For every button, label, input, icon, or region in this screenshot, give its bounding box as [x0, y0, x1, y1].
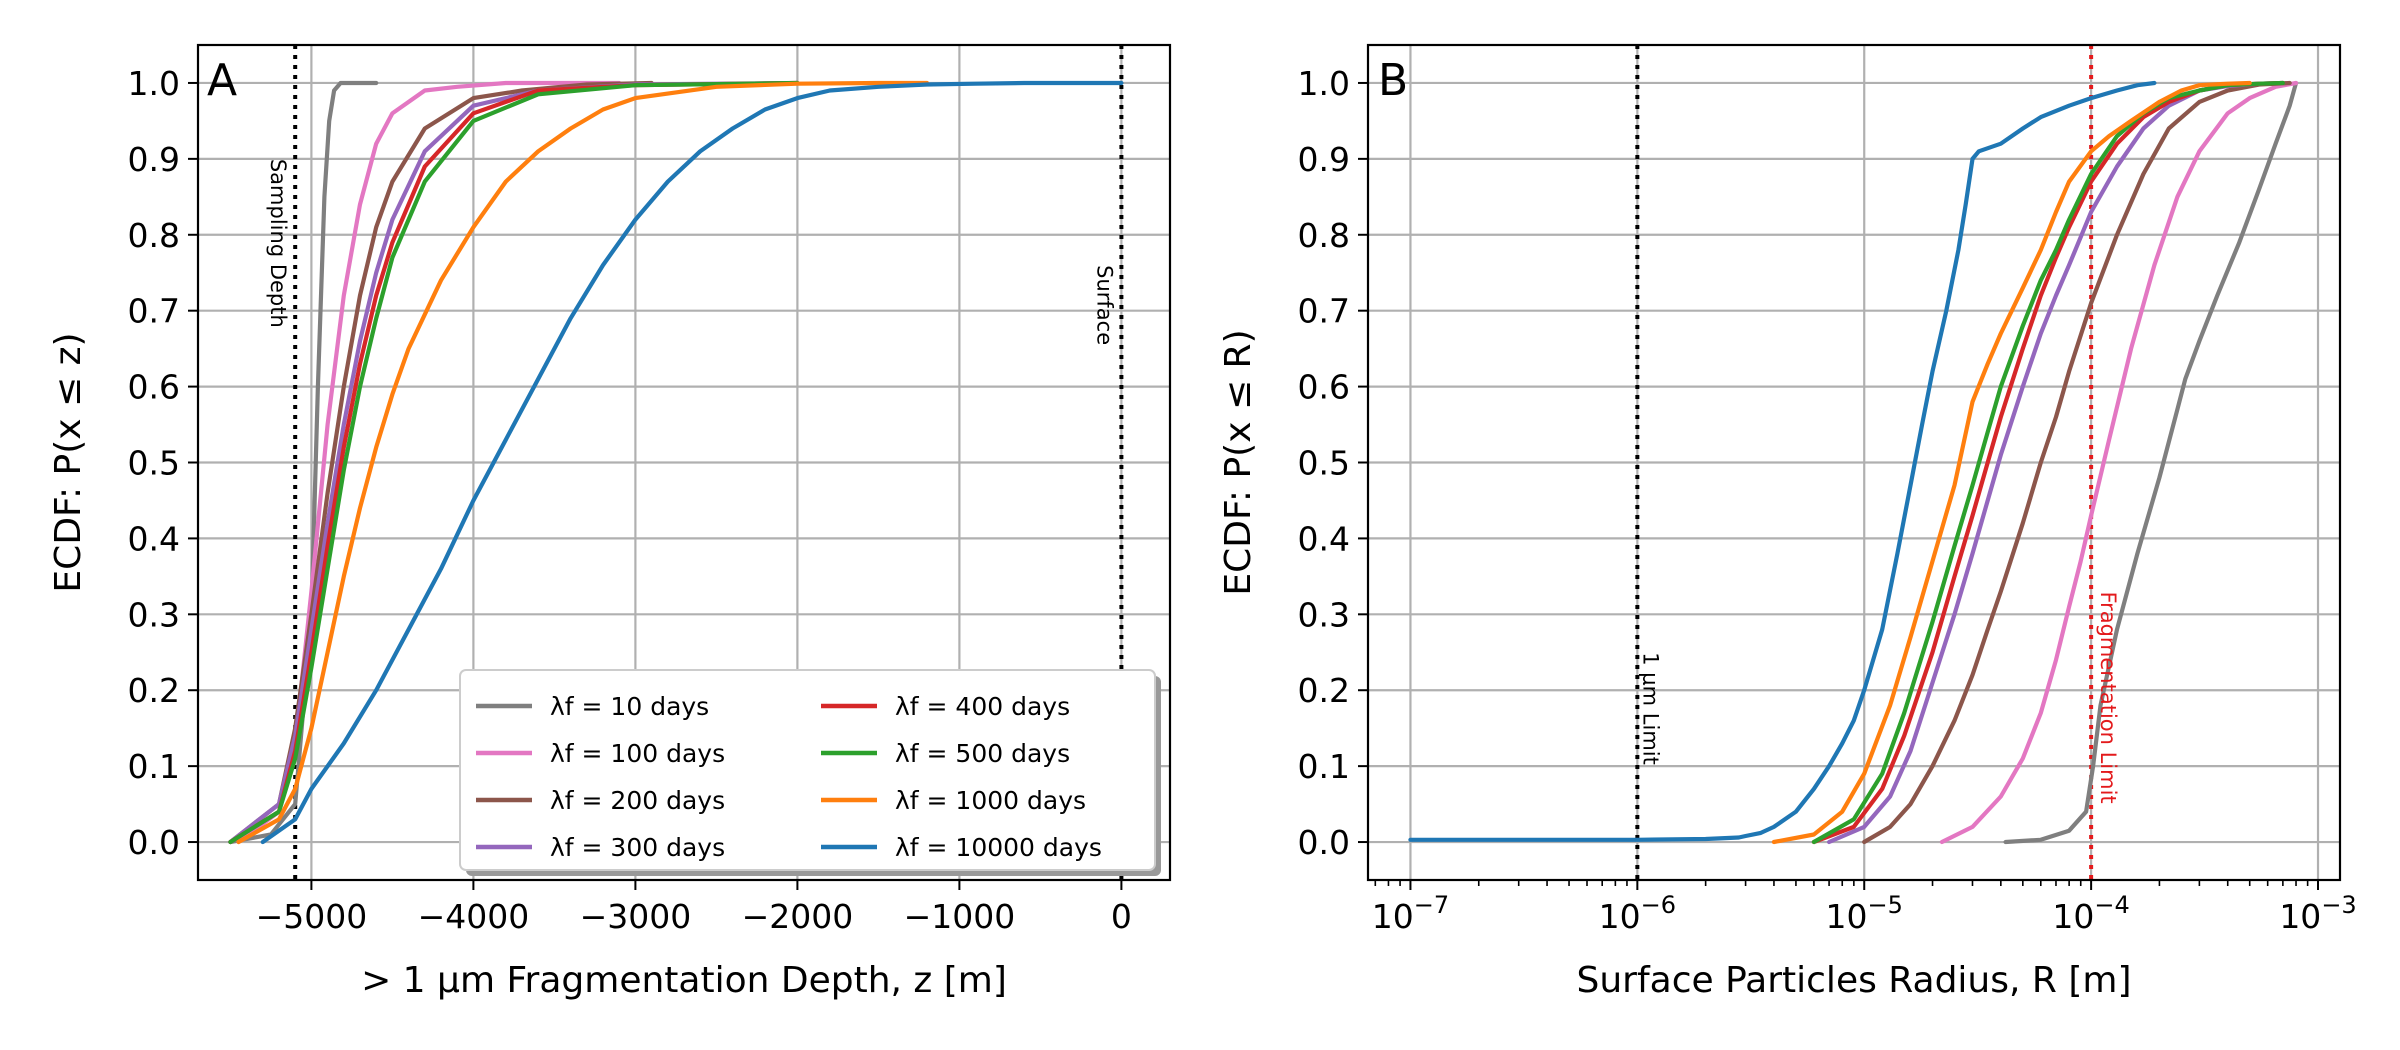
y-tick-label: 0.7 — [128, 292, 180, 331]
series-line — [1771, 80, 2252, 845]
y-tick-label: 0.1 — [1298, 747, 1350, 786]
grid — [1368, 45, 2340, 880]
x-tick-label: −1000 — [904, 897, 1016, 936]
y-tick-label: 0.9 — [128, 140, 180, 179]
series-line — [1862, 80, 2292, 845]
y-tick-label: 0.4 — [1298, 519, 1350, 558]
legend-label: λf = 1000 days — [895, 786, 1086, 815]
legend-item: λf = 300 days — [476, 833, 725, 862]
legend-label: λf = 10 days — [550, 692, 709, 721]
y-tick-label: 1.0 — [128, 64, 180, 103]
series-line — [236, 80, 930, 845]
y-tick-label: 0.6 — [128, 368, 180, 407]
x-tick-label: −3000 — [580, 897, 692, 936]
x-tick-label: 0 — [1111, 897, 1132, 936]
x-axis-label: Surface Particles Radius, R [m] — [1576, 960, 2131, 1001]
x-axis-label: > 1 μm Fragmentation Depth, z [m] — [361, 960, 1007, 1001]
x-tick-label: −5000 — [256, 897, 368, 936]
reference-line-label: Sampling Depth — [266, 159, 290, 328]
series-group — [228, 80, 1124, 845]
y-tick-label: 0.5 — [128, 444, 180, 483]
legend-label: λf = 300 days — [550, 833, 725, 862]
legend-box — [459, 669, 1156, 871]
y-tick-label: 0.0 — [1298, 823, 1350, 862]
y-tick-label: 0.8 — [1298, 216, 1350, 255]
y-tick-label: 0.7 — [1298, 292, 1350, 331]
legend-item: λf = 400 days — [821, 692, 1070, 721]
legend-label: λf = 10000 days — [895, 833, 1102, 862]
series-line — [2003, 80, 2299, 845]
y-tick-label: 0.5 — [1298, 444, 1350, 483]
panel-label: B — [1378, 55, 1408, 106]
y-tick-label: 0.2 — [1298, 671, 1350, 710]
series-line — [1811, 80, 2285, 845]
y-tick-label: 0.3 — [128, 595, 180, 634]
y-tick-label: 0.6 — [1298, 368, 1350, 407]
x-tick-label: −2000 — [742, 897, 854, 936]
legend-item: λf = 1000 days — [821, 786, 1086, 815]
y-tick-label: 1.0 — [1298, 64, 1350, 103]
y-tick-label: 0.2 — [128, 671, 180, 710]
y-tick-label: 0.8 — [128, 216, 180, 255]
legend-item: λf = 500 days — [821, 739, 1070, 768]
reference-line-label: Fragmentation Limit — [2096, 592, 2120, 804]
y-tick-label: 0.9 — [1298, 140, 1350, 179]
x-tick-label: −4000 — [418, 897, 530, 936]
y-axis-label: ECDF: P(x ≤ R) — [1218, 329, 1259, 595]
x-tick-label: 10−6 — [1599, 891, 1676, 936]
legend-label: λf = 100 days — [550, 739, 725, 768]
legend-label: λf = 200 days — [550, 786, 725, 815]
panel-label: A — [207, 55, 237, 106]
y-tick-label: 0.4 — [128, 519, 180, 558]
reference-line-label: Surface — [1092, 265, 1116, 345]
legend-label: λf = 500 days — [895, 739, 1070, 768]
x-tick-label: 10−7 — [1372, 891, 1449, 936]
reference-line-label: 1 μm Limit — [1638, 652, 1662, 765]
series-group — [1408, 80, 2299, 845]
series-line — [1408, 80, 2157, 842]
x-tick-label: 10−5 — [1826, 891, 1903, 936]
series-line — [228, 80, 379, 845]
y-axis-label: ECDF: P(x ≤ z) — [48, 332, 89, 592]
legend-item: λf = 200 days — [476, 786, 725, 815]
x-tick-label: 10−4 — [2052, 891, 2129, 936]
panel-b: 1 μm Limit Fragmentation Limit 10−7 10−6 10−… — [1218, 43, 2357, 1001]
legend-item: λf = 10000 days — [821, 833, 1102, 862]
y-tick-label: 0.1 — [128, 747, 180, 786]
legend-item: λf = 10 days — [476, 692, 709, 721]
legend: λf = 10 days λf = 100 days λf = 200 days λf… — [459, 669, 1161, 876]
legend-item: λf = 100 days — [476, 739, 725, 768]
y-tick-label: 0.0 — [128, 823, 180, 862]
series-line — [228, 80, 800, 845]
y-tick-label: 0.3 — [1298, 595, 1350, 634]
series-line — [260, 80, 1124, 845]
x-tick-label: 10−3 — [2279, 891, 2356, 936]
series-line — [1939, 80, 2299, 845]
legend-label: λf = 400 days — [895, 692, 1070, 721]
panel-a: Sampling Depth Surface −5000 −4000 −3000 −200… — [48, 43, 1172, 1001]
